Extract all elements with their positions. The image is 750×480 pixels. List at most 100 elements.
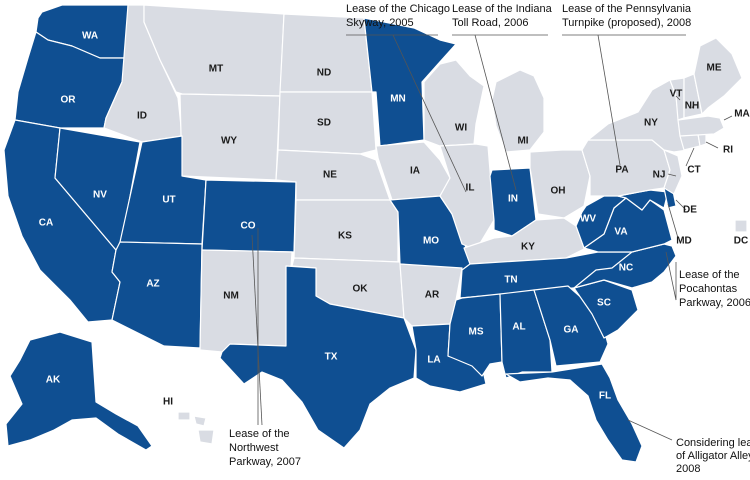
label-wy: WY (221, 136, 237, 147)
label-hi: HI (163, 397, 173, 408)
state-wi (423, 59, 485, 147)
label-mi: MI (517, 136, 528, 147)
label-ak: AK (46, 375, 61, 386)
leader-pennsylvania (597, 34, 621, 166)
leader-northwest-2 (251, 234, 263, 426)
label-nc: NC (619, 263, 633, 274)
leader-nj (667, 173, 677, 177)
state-ks (293, 199, 399, 263)
state-nc (573, 243, 677, 289)
state-oh (529, 149, 591, 219)
state-labels: WA OR CA NV ID MT WY UT AZ CO NM ND SD N… (39, 31, 750, 408)
label-wa: WA (82, 31, 98, 42)
label-ky: KY (521, 242, 535, 253)
label-ny: NY (644, 118, 658, 129)
label-ok: OK (353, 284, 369, 295)
states-layer (3, 4, 748, 463)
state-tx (219, 265, 417, 449)
label-or: OR (61, 95, 77, 106)
label-ga: GA (564, 325, 579, 336)
leader-indiana (474, 34, 517, 191)
label-al: AL (512, 322, 525, 333)
label-nj: NJ (653, 170, 666, 181)
state-ak (5, 331, 153, 451)
label-oh: OH (551, 186, 566, 197)
label-nm: NM (223, 291, 239, 302)
leader-ct (685, 147, 695, 167)
label-ks: KS (338, 231, 352, 242)
leader-ri (705, 141, 719, 149)
state-nj (663, 149, 683, 195)
annotation-alligator: Considering lease of Alligator Alley 200… (676, 437, 750, 475)
label-dc: DC (734, 236, 748, 247)
label-de: DE (683, 205, 697, 216)
state-me (693, 37, 743, 115)
annotations: Lease of the Chicago Skyway, 2005 Lease … (229, 3, 750, 475)
leader-chicago (392, 34, 467, 193)
label-va: VA (614, 227, 627, 238)
state-vt (669, 77, 685, 121)
leader-ma (723, 115, 733, 121)
label-ma: MA (734, 109, 750, 120)
label-mn: MN (390, 94, 406, 105)
label-mt: MT (209, 64, 223, 75)
label-pa: PA (615, 165, 628, 176)
leader-vt (675, 95, 681, 101)
label-ri: RI (723, 145, 733, 156)
label-ar: AR (425, 290, 440, 301)
label-me: ME (707, 63, 722, 74)
label-ut: UT (162, 195, 175, 206)
state-mi (491, 69, 545, 153)
label-nv: NV (93, 190, 107, 201)
label-fl: FL (599, 391, 611, 402)
leader-alligator (627, 419, 673, 441)
leader-md (667, 203, 679, 239)
state-hi (177, 411, 191, 421)
state-ri (697, 133, 707, 147)
annotation-pocahontas: Lease of the Pocahontas Parkway, 2006 (679, 269, 750, 309)
label-ct: CT (687, 165, 700, 176)
state-ma (677, 115, 725, 137)
label-md: MD (676, 236, 692, 247)
label-ia: IA (410, 166, 420, 177)
annotation-chicago: Lease of the Chicago Skyway, 2005 (346, 3, 453, 29)
label-nd: ND (317, 68, 331, 79)
state-nm (199, 249, 293, 353)
label-mo: MO (423, 236, 439, 247)
label-la: LA (427, 355, 440, 366)
state-md (617, 189, 669, 211)
leader-lines (251, 34, 733, 441)
leader-pocahontas (665, 251, 677, 301)
state-az (111, 241, 203, 349)
label-tx: TX (325, 352, 338, 363)
label-ca: CA (39, 218, 53, 229)
label-tn: TN (504, 275, 517, 286)
label-id: ID (137, 111, 147, 122)
label-in: IN (508, 194, 518, 205)
state-dc (734, 219, 748, 233)
label-co: CO (241, 221, 256, 232)
state-co (201, 179, 297, 253)
label-az: AZ (146, 279, 159, 290)
label-il: IL (466, 183, 475, 194)
annotation-pennsylvania: Lease of the Pennsylvania Turnpike (prop… (562, 3, 694, 29)
label-ms: MS (469, 327, 484, 338)
state-hi-island-2 (193, 415, 207, 427)
label-nh: NH (685, 101, 699, 112)
label-wi: WI (455, 123, 467, 134)
annotation-northwest: Lease of the Northwest Parkway, 2007 (229, 428, 301, 468)
leader-nh (691, 103, 695, 109)
leader-de (675, 199, 687, 211)
label-vt: VT (670, 89, 683, 100)
label-sc: SC (597, 298, 611, 309)
state-hi-island-3 (197, 429, 215, 445)
state-fl (505, 363, 643, 463)
label-wv: WV (580, 214, 596, 225)
state-sd (277, 91, 377, 155)
label-ne: NE (323, 170, 337, 181)
annotation-indiana: Lease of the Indiana Toll Road, 2006 (452, 3, 555, 29)
label-sd: SD (317, 118, 331, 129)
state-mn (363, 17, 457, 147)
